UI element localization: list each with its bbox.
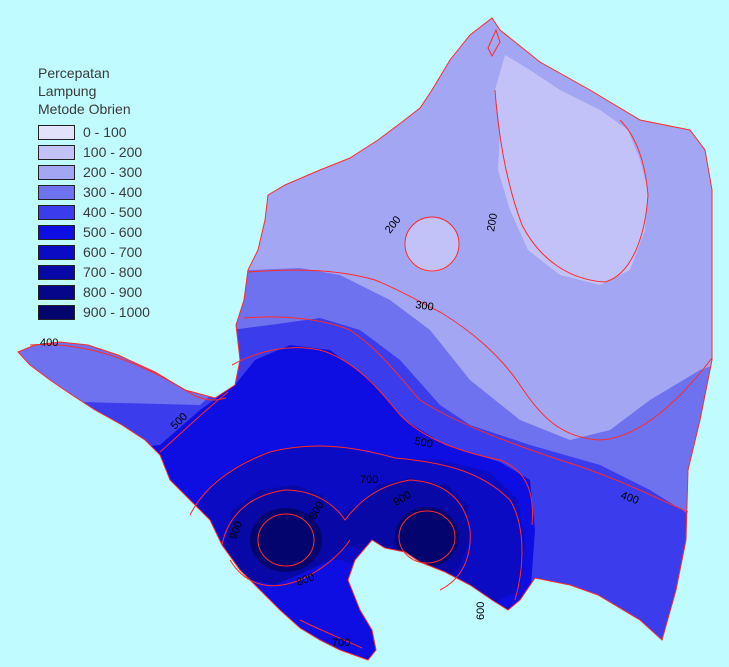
legend-swatch: [38, 224, 75, 240]
legend-swatch: [38, 144, 75, 160]
contour-label: 400: [40, 337, 58, 349]
legend-swatch: [38, 264, 75, 280]
contour-label: 600: [475, 602, 487, 620]
legend-row: 400 - 500: [38, 202, 150, 222]
legend-swatch: [38, 284, 75, 300]
contour-label: 700: [360, 474, 378, 486]
legend-row: 600 - 700: [38, 242, 150, 262]
contour-lines: [29, 89, 713, 649]
legend-row: 300 - 400: [38, 182, 150, 202]
zone-200hole: [405, 218, 459, 272]
legend-row: 800 - 900: [38, 282, 150, 302]
legend-label: 100 - 200: [83, 144, 143, 160]
legend-label: 700 - 800: [83, 264, 143, 280]
legend-row: 100 - 200: [38, 142, 150, 162]
legend-label: 600 - 700: [83, 244, 143, 260]
zone-900a: [250, 508, 322, 572]
contour-label: 200: [485, 212, 500, 232]
legend-items: 0 - 100 100 - 200 200 - 300 300 - 400 400 - …: [38, 122, 150, 322]
legend-swatch: [38, 164, 75, 180]
legend-swatch: [38, 204, 75, 220]
legend-label: 500 - 600: [83, 224, 143, 240]
legend-label: 0 - 100: [83, 124, 127, 140]
legend-row: 0 - 100: [38, 122, 150, 142]
map-legend: Percepatan Lampung Metode Obrien 0 - 100…: [38, 64, 150, 322]
coastline-inlet: [487, 28, 501, 58]
legend-label: 200 - 300: [83, 164, 143, 180]
legend-title-line: Percepatan: [38, 65, 110, 81]
legend-title-line: Lampung: [38, 83, 97, 99]
zone-900b: [395, 507, 459, 567]
legend-label: 400 - 500: [83, 204, 143, 220]
legend-label: 900 - 1000: [83, 304, 150, 320]
legend-swatch: [38, 124, 75, 140]
legend-swatch: [38, 244, 75, 260]
legend-row: 200 - 300: [38, 162, 150, 182]
legend-swatch: [38, 184, 75, 200]
legend-row: 900 - 1000: [38, 302, 150, 322]
legend-label: 300 - 400: [83, 184, 143, 200]
contour-label: 300: [415, 299, 435, 313]
legend-row: 700 - 800: [38, 262, 150, 282]
legend-swatch: [38, 304, 75, 320]
province-outline: [17, 17, 713, 661]
contour-label: 800: [295, 571, 316, 589]
legend-row: 500 - 600: [38, 222, 150, 242]
zone-100: [495, 55, 648, 285]
legend-title-line: Metode Obrien: [38, 101, 131, 117]
legend-label: 800 - 900: [83, 284, 143, 300]
contour-label: 500: [413, 435, 433, 451]
contour-label: 900: [228, 520, 246, 541]
contour-label: 400: [619, 490, 640, 508]
contour-label: 700: [332, 637, 350, 649]
